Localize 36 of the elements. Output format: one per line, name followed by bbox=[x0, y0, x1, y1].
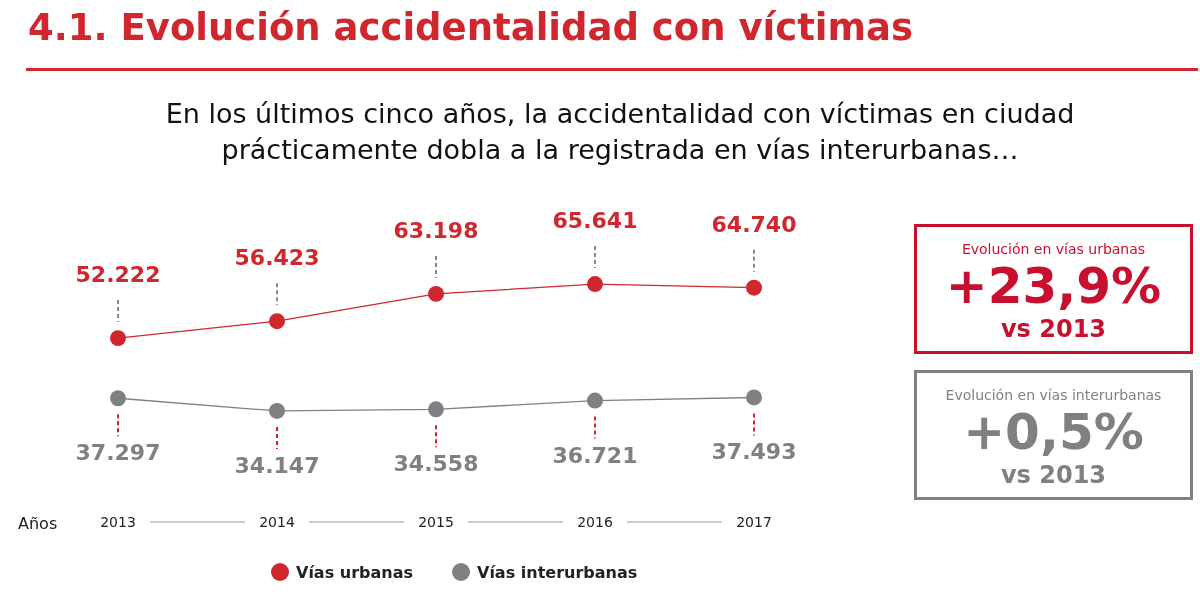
data-label: 37.493 bbox=[711, 439, 797, 465]
text: vs 2013 bbox=[999, 461, 1108, 489]
chart-title: 4.1. Evolución accidentalidad con víctimas bbox=[28, 6, 914, 49]
text: +0,5% bbox=[962, 403, 1145, 461]
legend-label: Vías interurbanas bbox=[477, 563, 638, 582]
data-label: 37.297 bbox=[75, 440, 161, 466]
text: Evolución en vías urbanas bbox=[960, 241, 1147, 257]
point bbox=[110, 330, 126, 347]
data-label: 34.147 bbox=[234, 452, 320, 478]
data-label: 34.558 bbox=[393, 451, 479, 477]
x-tick-label: 2013 bbox=[100, 514, 136, 530]
point bbox=[428, 285, 444, 302]
point bbox=[746, 389, 762, 406]
x-tick-label: 2017 bbox=[736, 514, 772, 530]
x-tick-label: 2016 bbox=[577, 514, 613, 530]
chart-subtitle: En los últimos cinco años, la accidentalidad con víctimas en ciudad prácticamente dobla a la registrada en vías interurbanas… bbox=[164, 97, 1076, 167]
data-label: 63.198 bbox=[393, 217, 479, 243]
legend-label: Vías urbanas bbox=[296, 563, 413, 582]
point bbox=[428, 401, 444, 418]
point bbox=[269, 403, 285, 419]
x-axis-title: Años bbox=[18, 514, 58, 533]
point bbox=[587, 276, 603, 292]
point bbox=[110, 390, 126, 407]
text: +23,9% bbox=[944, 257, 1163, 315]
data-label: 36.721 bbox=[552, 442, 638, 468]
point bbox=[746, 279, 762, 296]
data-label: 52.222 bbox=[75, 262, 161, 288]
text: Evolución en vías interurbanas bbox=[944, 387, 1163, 403]
point bbox=[587, 392, 603, 409]
x-tick-label: 2015 bbox=[418, 514, 454, 530]
data-label: 56.423 bbox=[234, 245, 320, 271]
text: vs 2013 bbox=[999, 315, 1108, 343]
point bbox=[269, 313, 285, 330]
data-label: 65.641 bbox=[552, 208, 638, 234]
x-tick-label: 2014 bbox=[259, 514, 295, 530]
data-label: 64.740 bbox=[711, 211, 797, 237]
